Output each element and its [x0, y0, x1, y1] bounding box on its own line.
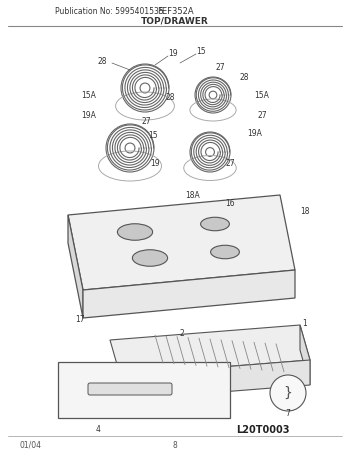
Text: FEF352A: FEF352A — [157, 8, 193, 16]
Text: 18A: 18A — [185, 191, 200, 199]
Text: 28: 28 — [240, 72, 250, 82]
Ellipse shape — [117, 224, 153, 240]
Text: 15A: 15A — [81, 91, 96, 100]
Text: 8: 8 — [173, 440, 177, 449]
Text: L20T0003: L20T0003 — [237, 425, 290, 435]
Text: 15: 15 — [196, 47, 206, 56]
Text: 27: 27 — [142, 117, 152, 126]
Ellipse shape — [211, 245, 239, 259]
Text: 27: 27 — [225, 159, 235, 168]
Polygon shape — [68, 215, 83, 318]
Text: 28: 28 — [98, 58, 107, 67]
Polygon shape — [83, 270, 295, 318]
Ellipse shape — [201, 217, 229, 231]
Text: 19: 19 — [168, 48, 177, 58]
Text: 17: 17 — [75, 315, 85, 324]
Text: TOP/DRAWER: TOP/DRAWER — [141, 16, 209, 25]
Polygon shape — [120, 360, 310, 400]
Text: }: } — [284, 386, 293, 400]
Text: 19: 19 — [150, 159, 160, 168]
Polygon shape — [58, 362, 230, 418]
Polygon shape — [300, 325, 310, 385]
Text: 18: 18 — [300, 207, 309, 217]
FancyBboxPatch shape — [88, 383, 172, 395]
Text: 1: 1 — [302, 318, 307, 328]
Polygon shape — [110, 325, 310, 375]
Text: 28: 28 — [165, 93, 175, 102]
Text: 15A: 15A — [254, 92, 269, 101]
Text: 19A: 19A — [247, 129, 262, 138]
Text: 19A: 19A — [81, 111, 96, 120]
Text: Publication No: 5995401535: Publication No: 5995401535 — [55, 8, 164, 16]
Ellipse shape — [132, 250, 168, 266]
Text: 7: 7 — [286, 410, 290, 419]
Text: 01/04: 01/04 — [20, 440, 42, 449]
Text: 15: 15 — [148, 130, 158, 140]
Text: 27: 27 — [257, 111, 267, 120]
Polygon shape — [68, 195, 295, 290]
Text: 27: 27 — [215, 63, 225, 72]
Circle shape — [270, 375, 306, 411]
Text: 4: 4 — [96, 425, 100, 434]
Text: 16: 16 — [225, 198, 235, 207]
Text: 2: 2 — [180, 328, 185, 337]
